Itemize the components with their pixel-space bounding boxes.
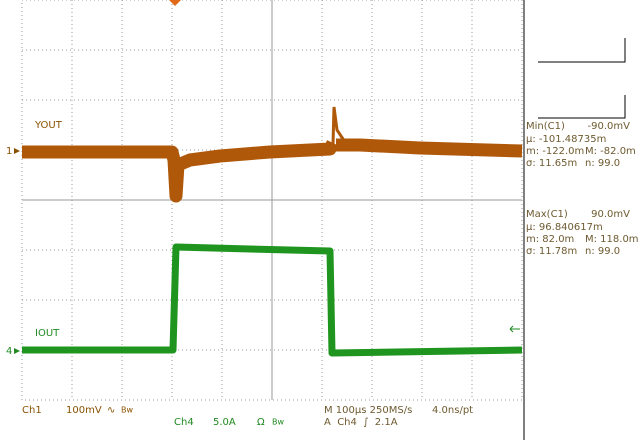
ch4-marker: 4 (6, 346, 12, 357)
measure-sigma: σ: 11.78m (526, 246, 577, 257)
ch1-scale: 100mV (66, 405, 102, 416)
ch1-marker: 1 (6, 146, 12, 157)
ch1-coupling: ∿ (107, 405, 115, 416)
measure-n: n: 99.0 (585, 158, 620, 169)
measure-value: 90.0mV (591, 209, 630, 220)
ch4-arrow (14, 348, 20, 354)
measure-min: m: -122.0m (526, 146, 584, 157)
ch1-label: YOUT (34, 120, 63, 131)
ch1-name: Ch1 (22, 405, 42, 416)
measure-value: -90.0mV (588, 121, 631, 132)
measure-max: M: 118.0m (585, 234, 639, 245)
timebase: M 100µs 250MS/s (324, 405, 412, 416)
measure-title: Min(C1) (526, 121, 565, 132)
measure-n: n: 99.0 (585, 246, 620, 257)
pulse-icon (538, 38, 626, 119)
trigger-level (509, 325, 520, 333)
measure-min: m: 82.0m (526, 234, 574, 245)
measure-mean: µ: 96.840617m (526, 222, 603, 233)
measure-sigma: σ: 11.65m (526, 158, 577, 169)
trigger-position (169, 0, 181, 6)
ch1-spike (174, 106, 347, 199)
graticule (21, 0, 523, 401)
ch1-bw: Bw (121, 406, 133, 415)
ch4-name: Ch4 (174, 417, 194, 428)
measure-max: M: -82.0m (585, 146, 636, 157)
ch1-arrow (14, 148, 20, 154)
ch4-label: IOUT (35, 328, 60, 339)
ch4-bw: Bw (272, 418, 284, 427)
measure-mean: µ: -101.48735m (526, 134, 606, 145)
ch4-waveform (22, 243, 523, 357)
resolution: 4.0ns/pt (432, 405, 473, 416)
ch1-waveform (22, 140, 339, 203)
trigger: A Ch4 ∫ 2.1A (324, 417, 398, 428)
ch4-coupling: Ω (257, 417, 265, 428)
ch4-scale: 5.0A (213, 417, 236, 428)
ch1-waveform-tail (336, 138, 523, 158)
measure-title: Max(C1) (526, 209, 568, 220)
